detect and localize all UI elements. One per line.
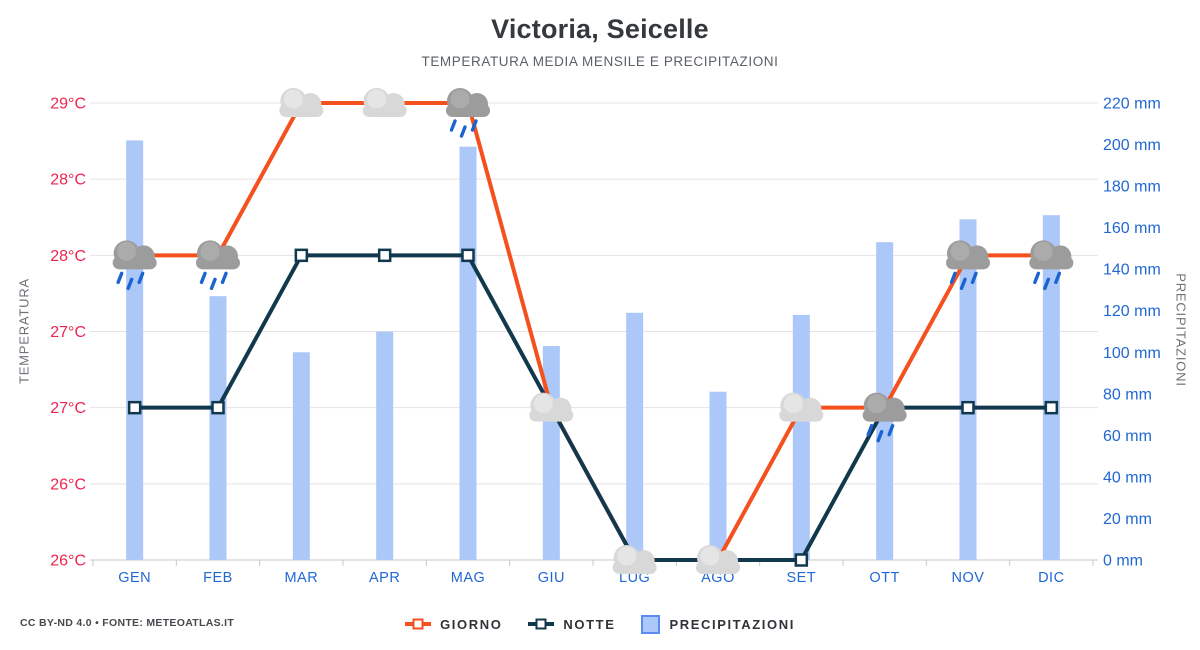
legend-item-precipitazioni: PRECIPITAZIONI [641,614,795,634]
precip-tick-label-180: 180 mm [1103,179,1161,196]
temp-tick-label-6: 26°C [50,553,86,570]
legend-label-notte: NOTTE [563,616,616,632]
precip-tick-label-40: 40 mm [1103,469,1152,486]
bar-nov [959,219,977,560]
weather-icon-rain-cloud-ott [862,392,907,443]
month-label-dic: DIC [1038,570,1064,586]
temp-tick-label-3: 27°C [50,324,86,341]
precip-tick-label-80: 80 mm [1103,386,1152,403]
notte-point-nov [961,400,975,415]
bar-feb [209,296,227,560]
temp-tick-label-5: 26°C [50,476,86,493]
weather-icon-cloud-lug [612,545,657,574]
precip-swatch-icon [641,614,661,634]
bar-mar [292,352,310,560]
page-title: Victoria, Seicelle [491,14,709,44]
precip-tick-label-220: 220 mm [1103,96,1161,113]
bar-apr [376,331,394,560]
bar-dic [1042,215,1060,560]
month-label-gen: GEN [118,570,151,586]
weather-icon-rain-cloud-nov [946,240,990,291]
temp-tick-label-4: 27°C [50,400,86,417]
day-line-swatch-icon [405,618,432,630]
weather-icon-cloud-apr [362,88,407,117]
notte-point-mag [461,248,475,263]
month-label-feb: FEB [203,570,233,586]
precip-tick-label-60: 60 mm [1103,428,1152,445]
notte-point-feb [211,400,225,415]
weather-icon-rain-cloud-dic [1029,240,1074,291]
temp-tick-label-2: 28°C [50,248,86,265]
legend-item-giorno: GIORNO [405,617,502,632]
notte-point-apr [377,248,392,263]
precip-tick-label-0: 0 mm [1103,553,1143,570]
notte-point-set [794,553,809,567]
weather-icon-cloud-mar [279,88,324,117]
month-label-set: SET [786,570,816,586]
notte-point-mar [294,248,309,263]
bar-lug [626,312,644,560]
precip-tick-label-140: 140 mm [1103,262,1161,279]
precip-tick-label-100: 100 mm [1103,345,1161,362]
weather-icon-rain-cloud-feb [196,240,240,291]
bar-mag [459,146,477,560]
precip-tick-label-120: 120 mm [1103,303,1161,320]
month-label-nov: NOV [952,570,985,586]
precip-tick-label-200: 200 mm [1103,137,1161,154]
precip-tick-label-160: 160 mm [1103,220,1161,237]
month-label-mag: MAG [451,570,486,586]
month-label-apr: APR [369,570,400,586]
bar-set [792,314,810,560]
license-source-note: CC BY-ND 4.0 • FONTE: METEOATLAS.IT [20,617,235,629]
chart-legend: GIORNO NOTTE PRECIPITAZIONI [0,610,1200,638]
legend-label-precipitazioni: PRECIPITAZIONI [669,616,795,632]
month-label-giu: GIU [538,570,565,586]
legend-item-notte: NOTTE [528,617,615,632]
weather-icon-rain-cloud-mag [446,88,490,138]
temp-tick-label-0: 29°C [50,96,86,113]
bar-giu [542,346,560,560]
night-line-swatch-icon [528,618,555,630]
weather-icon-cloud-ago [696,545,740,574]
legend-label-giorno: GIORNO [440,616,503,632]
chart-subtitle: TEMPERATURA MEDIA MENSILE E PRECIPITAZIO… [421,54,779,69]
month-label-ott: OTT [869,570,900,586]
month-label-mar: MAR [284,570,318,586]
notte-point-dic [1044,400,1059,415]
precip-tick-label-20: 20 mm [1103,511,1152,528]
temp-tick-label-1: 28°C [50,172,86,189]
weather-icon-cloud-giu [529,392,574,422]
weather-icon-rain-cloud-gen [112,240,157,291]
notte-point-gen [127,400,142,415]
weather-icon-cloud-set [779,392,824,422]
bar-gen [126,140,144,560]
bar-ago [709,391,727,560]
